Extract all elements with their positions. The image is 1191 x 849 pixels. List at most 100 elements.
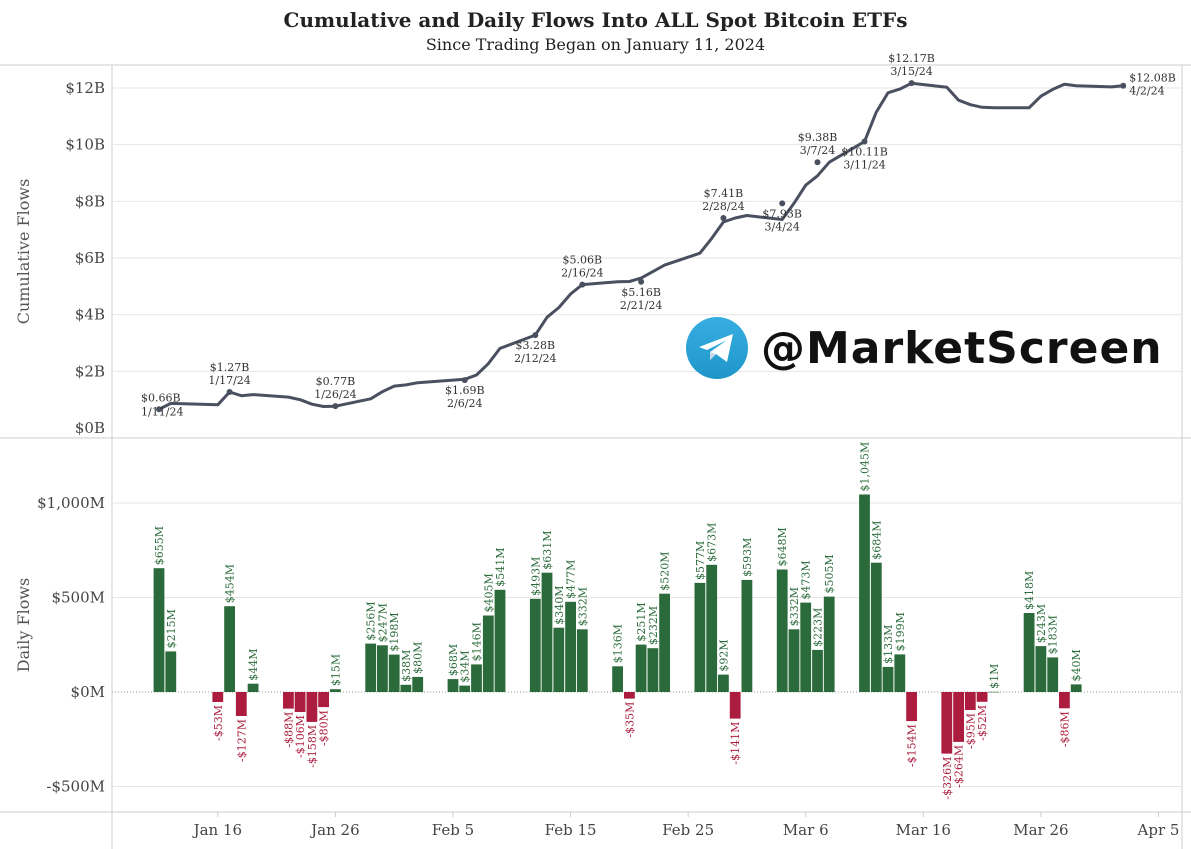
daily-bar bbox=[1070, 684, 1082, 692]
daily-bar bbox=[800, 602, 812, 692]
bar-label: -$141M bbox=[729, 722, 742, 765]
annotation-date: 1/17/24 bbox=[208, 374, 250, 387]
daily-bar bbox=[471, 664, 482, 692]
bar-label: $146M bbox=[471, 622, 484, 661]
daily-bar bbox=[541, 572, 553, 692]
daily-bar bbox=[718, 674, 729, 692]
bar-label: $520M bbox=[659, 551, 672, 590]
daily-bar bbox=[212, 692, 224, 702]
annotation-point bbox=[720, 215, 727, 222]
bar-label: -$53M bbox=[212, 705, 225, 741]
annotation-value: $12.08B bbox=[1129, 72, 1176, 85]
annotation-point bbox=[156, 406, 163, 413]
bar-label: $223M bbox=[811, 608, 824, 647]
top-ytick-label: $8B bbox=[75, 192, 105, 210]
bar-label: $183M bbox=[1047, 615, 1060, 654]
bottom-ytick-label: $500M bbox=[51, 589, 105, 607]
watermark-text: @MarketScreen bbox=[761, 322, 1163, 374]
bottom-ylabel: Daily Flows bbox=[14, 578, 33, 672]
daily-bar bbox=[459, 685, 471, 692]
daily-bar bbox=[659, 593, 670, 692]
bar-label: $577M bbox=[694, 541, 707, 580]
annotation-point bbox=[638, 278, 645, 285]
daily-bar bbox=[953, 692, 964, 742]
daily-bar bbox=[153, 568, 165, 692]
bar-label: $243M bbox=[1035, 604, 1048, 643]
bar-label: $340M bbox=[553, 585, 566, 624]
bar-label: -$52M bbox=[976, 705, 989, 741]
x-tick-label: Mar 6 bbox=[783, 821, 829, 839]
daily-bar bbox=[788, 629, 800, 692]
bar-label: -$95M bbox=[964, 713, 977, 749]
bar-label: $133M bbox=[882, 625, 895, 664]
daily-bar bbox=[294, 692, 306, 712]
daily-bar bbox=[553, 627, 565, 692]
x-tick-label: Feb 15 bbox=[545, 821, 597, 839]
daily-bar bbox=[941, 692, 953, 754]
annotation-point bbox=[861, 138, 868, 145]
annotation-value: $5.16B bbox=[621, 286, 661, 299]
daily-bar bbox=[400, 684, 412, 692]
annotation-value: $10.11B bbox=[841, 146, 888, 159]
annotation-date: 2/16/24 bbox=[561, 267, 603, 280]
daily-bar bbox=[576, 629, 588, 692]
bar-label: $454M bbox=[224, 564, 237, 603]
top-ytick-label: $6B bbox=[75, 249, 105, 267]
daily-bar bbox=[624, 692, 635, 699]
daily-bar bbox=[612, 666, 623, 692]
bar-label: -$80M bbox=[318, 710, 331, 746]
top-ytick-label: $4B bbox=[75, 306, 105, 324]
bar-label: $418M bbox=[1023, 571, 1036, 610]
daily-bar bbox=[694, 582, 706, 692]
annotation-value: $7.93B bbox=[762, 207, 802, 220]
daily-bar bbox=[823, 596, 835, 692]
bar-label: $655M bbox=[153, 526, 166, 565]
bottom-ytick-label: $0M bbox=[71, 683, 105, 701]
top-ytick-label: $10B bbox=[65, 136, 105, 154]
bar-label: -$106M bbox=[294, 715, 307, 758]
x-tick-label: Feb 5 bbox=[432, 821, 474, 839]
daily-bar bbox=[647, 648, 659, 692]
daily-bar bbox=[447, 679, 459, 692]
daily-bar bbox=[247, 683, 259, 692]
bar-label: $80M bbox=[412, 642, 425, 674]
bottom-ytick-label: $1,000M bbox=[37, 494, 105, 512]
bar-label: -$154M bbox=[906, 724, 919, 767]
cumulative-line bbox=[157, 81, 1125, 411]
bar-label: -$264M bbox=[953, 745, 966, 788]
bar-label: $251M bbox=[635, 602, 648, 641]
daily-bar bbox=[388, 654, 400, 692]
bar-label: $593M bbox=[741, 538, 754, 577]
bar-label: $673M bbox=[706, 523, 719, 562]
annotation-point bbox=[332, 403, 339, 410]
bar-label: $34M bbox=[459, 650, 472, 682]
top-ylabel: Cumulative Flows bbox=[14, 179, 33, 325]
annotation-value: $5.06B bbox=[563, 254, 603, 267]
telegram-icon bbox=[686, 317, 748, 379]
annotation-point bbox=[226, 389, 233, 396]
daily-bar bbox=[894, 654, 906, 692]
daily-bar bbox=[870, 562, 882, 692]
annotation-date: 1/11/24 bbox=[141, 405, 183, 418]
daily-bar bbox=[776, 569, 788, 692]
bar-label: $38M bbox=[400, 650, 413, 682]
x-tick-label: Mar 26 bbox=[1013, 821, 1068, 839]
bar-label: -$127M bbox=[235, 719, 248, 762]
bar-label: $332M bbox=[576, 587, 589, 626]
bar-label: -$158M bbox=[306, 725, 319, 768]
annotation-date: 3/15/24 bbox=[890, 65, 932, 78]
x-tick-label: Jan 26 bbox=[309, 821, 359, 839]
x-tick-label: Jan 16 bbox=[192, 821, 242, 839]
daily-bar bbox=[377, 645, 388, 692]
bar-label: $477M bbox=[565, 560, 578, 599]
bar-label: -$326M bbox=[941, 757, 954, 800]
bar-label: -$88M bbox=[282, 712, 295, 748]
daily-bar bbox=[906, 692, 917, 722]
chart-title: Cumulative and Daily Flows Into ALL Spot… bbox=[283, 8, 908, 32]
bar-label: $631M bbox=[541, 530, 554, 569]
bar-label: $198M bbox=[388, 612, 401, 651]
annotation-date: 3/11/24 bbox=[843, 159, 885, 172]
daily-bar bbox=[283, 692, 294, 709]
bar-label: $405M bbox=[482, 573, 495, 612]
